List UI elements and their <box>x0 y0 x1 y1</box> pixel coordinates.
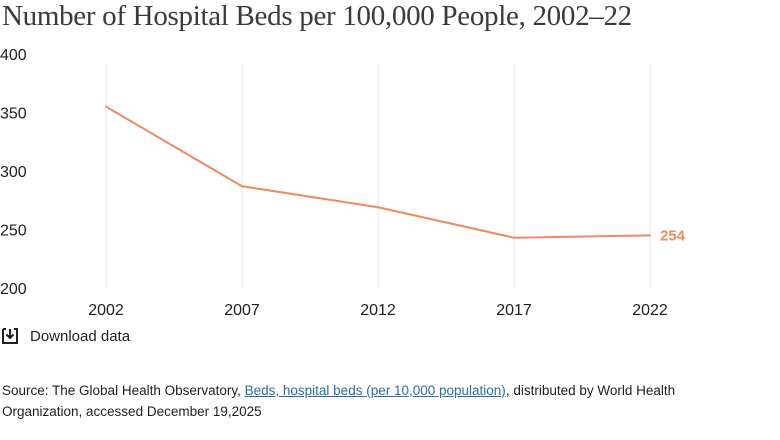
data-point <box>241 185 243 188</box>
y-tick-label: 200 <box>0 281 27 298</box>
x-axis: 2002 2007 2012 2017 2022 <box>88 302 668 319</box>
x-tick-label: 2017 <box>496 302 532 319</box>
download-data-label: Download data <box>30 327 131 345</box>
chart-title: Number of Hospital Beds per 100,000 Peop… <box>2 0 632 32</box>
data-point <box>513 236 515 239</box>
y-tick-label: 400 <box>0 47 27 64</box>
data-point <box>105 105 107 108</box>
data-point <box>649 234 651 237</box>
x-tick-label: 2007 <box>224 302 260 319</box>
y-tick-label: 300 <box>0 164 27 181</box>
source-link[interactable]: Beds, hospital beds (per 10,000 populati… <box>244 383 506 398</box>
x-tick-label: 2002 <box>88 302 124 319</box>
y-tick-label: 350 <box>0 106 27 123</box>
series <box>105 105 651 239</box>
y-axis: 200 250 300 350 400 <box>0 47 27 298</box>
line-chart: 200 250 300 350 400 2002 2007 2012 2017 2022 254 <box>0 47 686 319</box>
source-suffix: , distributed by World Health Organizati… <box>2 383 676 419</box>
grid-lines <box>105 64 651 288</box>
y-tick-label: 250 <box>0 223 27 240</box>
end-value-label: 254 <box>660 227 686 244</box>
data-labels: 254 <box>660 227 686 244</box>
x-tick-label: 2022 <box>632 302 668 319</box>
x-tick-label: 2012 <box>360 302 396 319</box>
source-prefix: Source: The Global Health Observatory, <box>2 383 245 398</box>
source-note: Source: The Global Health Observatory, B… <box>2 380 742 422</box>
data-point <box>377 206 379 209</box>
download-data-button[interactable]: Download data <box>0 326 130 346</box>
download-icon <box>0 326 20 346</box>
